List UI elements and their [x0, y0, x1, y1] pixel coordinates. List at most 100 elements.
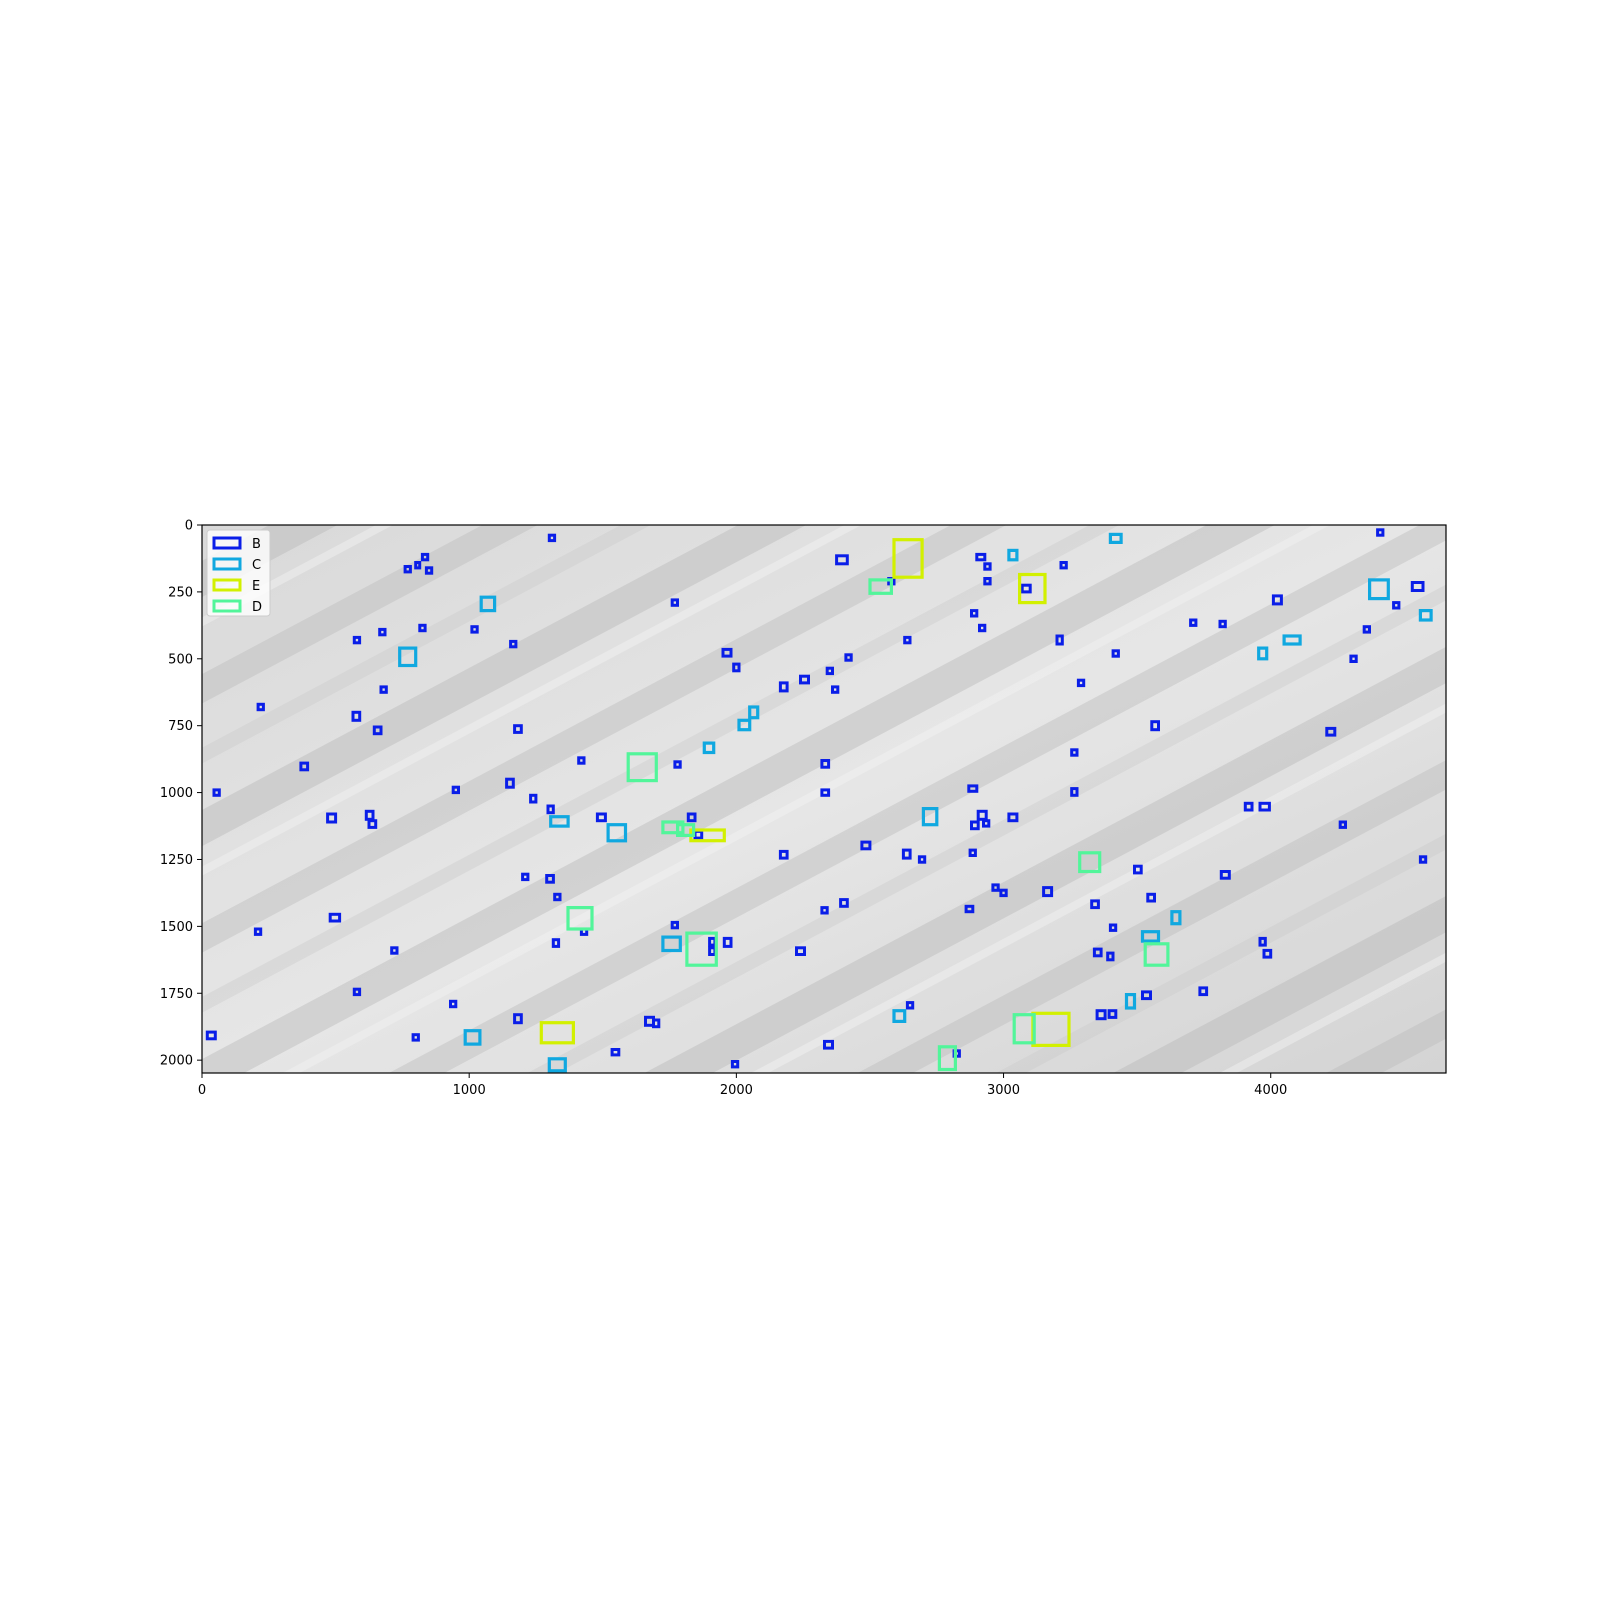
box-B-111 — [905, 1001, 915, 1010]
box-B-10 — [424, 566, 434, 575]
box-B-47 — [577, 756, 586, 765]
box-B-80 — [553, 892, 562, 902]
box-B-40 — [351, 710, 362, 722]
box-E-3 — [539, 1021, 575, 1045]
box-B-17 — [352, 635, 362, 645]
y-axis: 0 250 500 750 1000 1250 1500 1750 2000 — [160, 519, 202, 1069]
box-B-50 — [1070, 748, 1079, 757]
box-B-7 — [403, 565, 412, 574]
legend-label-D: D — [252, 600, 262, 615]
box-B-79 — [545, 874, 555, 884]
series-D — [566, 578, 1170, 1072]
box-B-90 — [820, 906, 829, 915]
surface-texture — [202, 525, 1446, 1073]
box-B-87 — [1146, 892, 1157, 903]
box-B-27 — [1189, 618, 1198, 627]
box-B-1 — [835, 554, 849, 566]
detection-boxes — [205, 528, 1433, 1073]
box-B-52 — [451, 785, 461, 795]
box-C-17 — [1124, 992, 1137, 1010]
box-B-45 — [1325, 726, 1337, 737]
box-D-2 — [661, 820, 685, 835]
box-B-103 — [1108, 923, 1118, 932]
legend-label-B: B — [252, 537, 261, 552]
box-C-9 — [748, 705, 760, 720]
box-B-42 — [379, 685, 388, 694]
y-tick-label-0: 0 — [185, 519, 193, 534]
box-B-67 — [970, 820, 980, 831]
x-tick-label-3: 3000 — [987, 1083, 1020, 1098]
box-C-2 — [479, 595, 497, 613]
box-B-101 — [1092, 947, 1103, 958]
plot-frame — [201, 524, 1447, 1074]
box-B-94 — [670, 920, 680, 930]
box-B-77 — [1418, 855, 1428, 864]
box-B-28 — [1218, 619, 1227, 629]
box-B-73 — [860, 840, 872, 851]
box-B-75 — [917, 855, 927, 864]
box-D-5 — [685, 931, 718, 967]
box-C-10 — [702, 741, 716, 755]
box-B-117 — [411, 1033, 420, 1042]
box-E-0 — [892, 538, 924, 579]
box-B-64 — [595, 812, 607, 823]
box-D-3 — [675, 823, 696, 838]
box-B-97 — [722, 936, 733, 948]
box-B-107 — [449, 999, 458, 1009]
series-B — [205, 528, 1428, 1069]
box-B-0 — [547, 533, 557, 543]
x-axis: 0 1000 2000 3000 4000 — [198, 1073, 1287, 1098]
box-B-59 — [1243, 801, 1254, 812]
box-B-4 — [983, 562, 992, 571]
box-B-110 — [652, 1018, 661, 1029]
box-D-6 — [1078, 851, 1102, 874]
box-B-41 — [372, 725, 383, 736]
box-C-8 — [737, 718, 752, 732]
box-B-74 — [901, 848, 912, 860]
box-B-92 — [253, 927, 263, 936]
box-C-16 — [661, 935, 682, 953]
box-B-20 — [470, 625, 479, 634]
x-tick-label-4: 4000 — [1254, 1083, 1287, 1098]
y-tick-label-1: 250 — [168, 585, 193, 600]
box-B-114 — [1141, 990, 1152, 1001]
box-B-119 — [730, 1060, 740, 1069]
box-B-51 — [212, 788, 221, 797]
box-C-7 — [1257, 646, 1269, 661]
y-tick-label-6: 1500 — [160, 920, 193, 935]
box-C-6 — [1282, 634, 1302, 646]
box-B-63 — [367, 819, 378, 829]
box-D-0 — [868, 578, 893, 595]
box-B-89 — [839, 898, 849, 908]
box-D-1 — [626, 752, 658, 783]
plot-area — [201, 524, 1447, 1074]
box-B-102 — [1106, 951, 1115, 962]
y-tick-label-2: 500 — [168, 652, 193, 667]
box-C-4 — [1367, 578, 1390, 601]
box-B-53 — [505, 777, 515, 789]
legend-swatch-E — [212, 578, 242, 592]
box-B-61 — [326, 812, 338, 824]
box-B-85 — [1219, 870, 1231, 880]
box-B-8 — [414, 561, 422, 570]
series-C — [398, 532, 1433, 1073]
box-C-11 — [549, 815, 570, 828]
x-tick-label-1: 1000 — [453, 1083, 486, 1098]
box-B-44 — [1150, 720, 1161, 732]
box-B-83 — [1133, 864, 1143, 875]
box-B-13 — [1271, 594, 1283, 606]
box-C-13 — [921, 806, 939, 827]
box-C-1 — [1007, 548, 1019, 562]
box-B-43 — [513, 724, 523, 734]
box-B-29 — [1362, 625, 1371, 634]
box-B-82 — [999, 888, 1008, 898]
box-B-55 — [546, 804, 555, 815]
box-B-69 — [982, 819, 991, 828]
box-C-20 — [547, 1057, 567, 1073]
legend-swatch-B — [212, 536, 242, 550]
box-B-48 — [673, 760, 682, 769]
box-B-72 — [778, 849, 789, 860]
box-B-31 — [721, 647, 733, 658]
